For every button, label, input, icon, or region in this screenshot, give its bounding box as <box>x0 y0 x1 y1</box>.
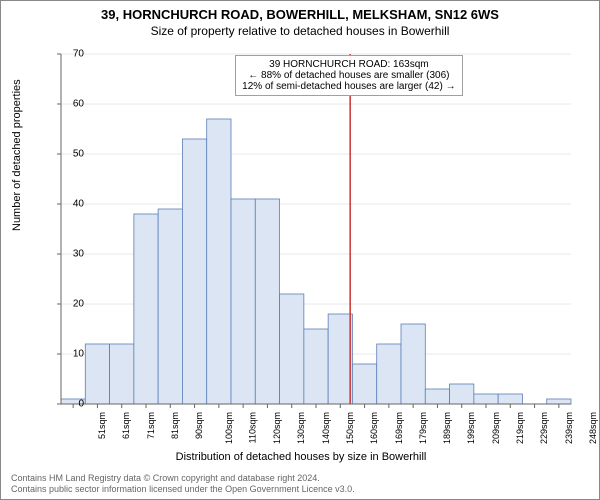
footer-line2: Contains public sector information licen… <box>11 484 355 495</box>
x-tick-label: 71sqm <box>146 412 156 439</box>
chart-area: 39 HORNCHURCH ROAD: 163sqm ← 88% of deta… <box>61 49 571 409</box>
y-axis-label: Number of detached properties <box>11 79 23 231</box>
x-tick-label: 120sqm <box>272 412 282 444</box>
chart-subtitle: Size of property relative to detached ho… <box>1 22 599 38</box>
x-tick-label: 130sqm <box>296 412 306 444</box>
annotation-box: 39 HORNCHURCH ROAD: 163sqm ← 88% of deta… <box>235 55 462 96</box>
x-tick-label: 209sqm <box>491 412 501 444</box>
x-tick-label: 160sqm <box>369 412 379 444</box>
y-tick-label: 10 <box>54 349 84 360</box>
x-tick-label: 248sqm <box>588 412 598 444</box>
x-tick-label: 100sqm <box>224 412 234 444</box>
x-tick-label: 61sqm <box>121 412 131 439</box>
x-tick-label: 169sqm <box>394 412 404 444</box>
footer-attribution: Contains HM Land Registry data © Crown c… <box>11 473 355 495</box>
x-axis-label: Distribution of detached houses by size … <box>1 451 600 463</box>
x-tick-label: 199sqm <box>466 412 476 444</box>
y-tick-label: 70 <box>54 49 84 60</box>
x-tick-label: 219sqm <box>515 412 525 444</box>
annotation-line1: 39 HORNCHURCH ROAD: 163sqm <box>242 59 455 70</box>
y-tick-label: 50 <box>54 149 84 160</box>
x-tick-label: 239sqm <box>564 412 574 444</box>
x-tick-label: 140sqm <box>321 412 331 444</box>
annotation-line2: ← 88% of detached houses are smaller (30… <box>242 70 455 81</box>
chart-container: 39, HORNCHURCH ROAD, BOWERHILL, MELKSHAM… <box>0 0 600 500</box>
footer-line1: Contains HM Land Registry data © Crown c… <box>11 473 355 484</box>
x-tick-label: 189sqm <box>442 412 452 444</box>
x-tick-label: 51sqm <box>97 412 107 439</box>
y-tick-label: 40 <box>54 199 84 210</box>
x-tick-label: 110sqm <box>247 412 257 443</box>
x-tick-label: 150sqm <box>345 412 355 444</box>
annotation-line3: 12% of semi-detached houses are larger (… <box>242 81 455 92</box>
x-tick-label: 81sqm <box>170 412 180 439</box>
y-tick-label: 60 <box>54 99 84 110</box>
y-tick-label: 0 <box>54 399 84 410</box>
chart-title: 39, HORNCHURCH ROAD, BOWERHILL, MELKSHAM… <box>1 1 599 22</box>
y-tick-label: 20 <box>54 299 84 310</box>
x-tick-label: 229sqm <box>539 412 549 444</box>
x-tick-label: 179sqm <box>418 412 428 444</box>
x-tick-label: 90sqm <box>194 412 204 439</box>
y-tick-label: 30 <box>54 249 84 260</box>
histogram-plot <box>61 49 571 409</box>
